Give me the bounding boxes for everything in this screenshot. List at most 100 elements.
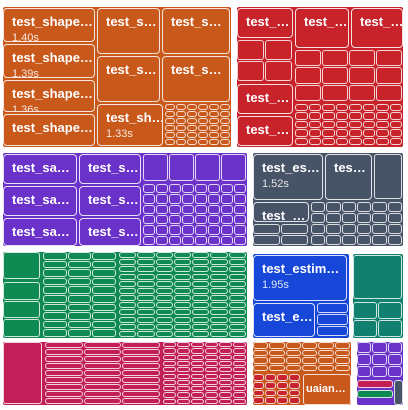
small-test-tile[interactable] bbox=[163, 373, 176, 379]
small-test-tile[interactable] bbox=[349, 129, 362, 137]
small-test-tile[interactable] bbox=[195, 194, 207, 204]
small-test-tile[interactable] bbox=[122, 356, 160, 362]
small-test-tile[interactable] bbox=[143, 235, 155, 245]
small-test-tile[interactable] bbox=[335, 104, 348, 112]
small-test-tile[interactable] bbox=[177, 386, 190, 392]
small-test-tile[interactable] bbox=[45, 370, 83, 376]
small-test-tile[interactable] bbox=[295, 50, 321, 67]
small-test-tile[interactable] bbox=[192, 295, 210, 302]
small-test-tile[interactable] bbox=[210, 252, 228, 259]
small-test-tile[interactable] bbox=[43, 286, 67, 294]
small-test-tile[interactable] bbox=[349, 84, 375, 101]
small-test-tile[interactable] bbox=[137, 280, 155, 287]
small-test-tile[interactable] bbox=[269, 342, 285, 349]
test-cell[interactable]: test_s… bbox=[79, 154, 141, 184]
small-test-tile[interactable] bbox=[45, 342, 83, 348]
small-test-tile[interactable] bbox=[233, 398, 246, 404]
small-test-tile[interactable] bbox=[349, 67, 375, 84]
small-test-tile[interactable] bbox=[295, 67, 321, 84]
small-test-tile[interactable] bbox=[191, 354, 204, 360]
small-test-tile[interactable] bbox=[233, 373, 246, 379]
small-test-tile[interactable] bbox=[234, 194, 246, 204]
small-test-tile[interactable] bbox=[182, 235, 194, 245]
small-test-tile[interactable] bbox=[92, 329, 116, 337]
small-test-tile[interactable] bbox=[208, 215, 220, 225]
small-test-tile[interactable] bbox=[177, 342, 190, 348]
test-cell[interactable]: test_shape… 1.39s bbox=[3, 44, 95, 78]
small-test-tile[interactable] bbox=[228, 259, 246, 266]
test-cell[interactable]: test_s… bbox=[97, 8, 160, 54]
small-test-tile[interactable] bbox=[265, 397, 276, 404]
small-test-tile[interactable] bbox=[295, 112, 308, 120]
small-test-tile[interactable] bbox=[119, 323, 137, 330]
small-test-tile[interactable] bbox=[285, 364, 301, 371]
small-test-tile[interactable] bbox=[173, 295, 192, 302]
small-test-tile[interactable] bbox=[353, 255, 402, 299]
small-test-tile[interactable] bbox=[265, 381, 276, 389]
small-test-tile[interactable] bbox=[187, 118, 197, 124]
small-test-tile[interactable] bbox=[389, 120, 402, 129]
small-test-tile[interactable] bbox=[165, 111, 175, 117]
small-test-tile[interactable] bbox=[187, 111, 197, 117]
small-test-tile[interactable] bbox=[165, 118, 175, 124]
small-test-tile[interactable] bbox=[311, 213, 326, 223]
small-test-tile[interactable] bbox=[376, 137, 389, 145]
small-test-tile[interactable] bbox=[357, 366, 372, 377]
small-test-tile[interactable] bbox=[378, 320, 402, 337]
small-test-tile[interactable] bbox=[228, 295, 246, 302]
small-test-tile[interactable] bbox=[357, 202, 372, 212]
test-cell[interactable]: test_… bbox=[237, 116, 293, 146]
small-test-tile[interactable] bbox=[389, 129, 402, 137]
small-test-tile[interactable] bbox=[45, 363, 83, 369]
small-test-tile[interactable] bbox=[192, 266, 210, 273]
small-test-tile[interactable] bbox=[210, 273, 228, 280]
small-test-tile[interactable] bbox=[237, 61, 264, 81]
small-test-tile[interactable] bbox=[341, 224, 356, 234]
small-test-tile[interactable] bbox=[156, 184, 168, 194]
small-test-tile[interactable] bbox=[289, 374, 300, 381]
small-test-tile[interactable] bbox=[228, 266, 246, 273]
small-test-tile[interactable] bbox=[233, 386, 246, 392]
test-cell[interactable]: test_shape… bbox=[3, 114, 95, 146]
small-test-tile[interactable] bbox=[43, 295, 67, 303]
small-test-tile[interactable] bbox=[322, 137, 335, 145]
small-test-tile[interactable] bbox=[311, 202, 326, 212]
small-test-tile[interactable] bbox=[156, 225, 168, 235]
test-cell[interactable]: test_e… bbox=[253, 303, 315, 337]
small-test-tile[interactable] bbox=[269, 364, 285, 371]
small-test-tile[interactable] bbox=[387, 342, 402, 353]
small-test-tile[interactable] bbox=[163, 354, 176, 360]
small-test-tile[interactable] bbox=[173, 309, 192, 316]
small-test-tile[interactable] bbox=[289, 397, 300, 404]
small-test-tile[interactable] bbox=[317, 325, 348, 336]
small-test-tile[interactable] bbox=[349, 104, 362, 112]
small-test-tile[interactable] bbox=[173, 252, 192, 259]
test-cell[interactable]: test_… bbox=[253, 202, 309, 222]
small-test-tile[interactable] bbox=[205, 373, 218, 379]
small-test-tile[interactable] bbox=[269, 349, 285, 356]
small-test-tile[interactable] bbox=[322, 50, 348, 67]
small-test-tile[interactable] bbox=[173, 273, 192, 280]
small-test-tile[interactable] bbox=[176, 118, 186, 124]
small-test-tile[interactable] bbox=[169, 154, 194, 181]
small-test-tile[interactable] bbox=[253, 342, 269, 349]
small-test-tile[interactable] bbox=[335, 137, 348, 145]
small-test-tile[interactable] bbox=[43, 320, 67, 329]
small-test-tile[interactable] bbox=[281, 224, 308, 234]
small-test-tile[interactable] bbox=[192, 323, 210, 330]
small-test-tile[interactable] bbox=[119, 266, 137, 273]
small-test-tile[interactable] bbox=[67, 277, 92, 286]
small-test-tile[interactable] bbox=[119, 252, 137, 259]
small-test-tile[interactable] bbox=[205, 354, 218, 360]
small-test-tile[interactable] bbox=[119, 330, 137, 337]
small-test-tile[interactable] bbox=[45, 349, 83, 355]
small-test-tile[interactable] bbox=[192, 259, 210, 266]
small-test-tile[interactable] bbox=[295, 104, 308, 112]
small-test-tile[interactable] bbox=[177, 379, 190, 386]
small-test-tile[interactable] bbox=[322, 67, 348, 84]
small-test-tile[interactable] bbox=[228, 302, 246, 309]
small-test-tile[interactable] bbox=[233, 367, 246, 373]
small-test-tile[interactable] bbox=[137, 330, 155, 337]
small-test-tile[interactable] bbox=[155, 280, 173, 287]
small-test-tile[interactable] bbox=[119, 302, 137, 309]
